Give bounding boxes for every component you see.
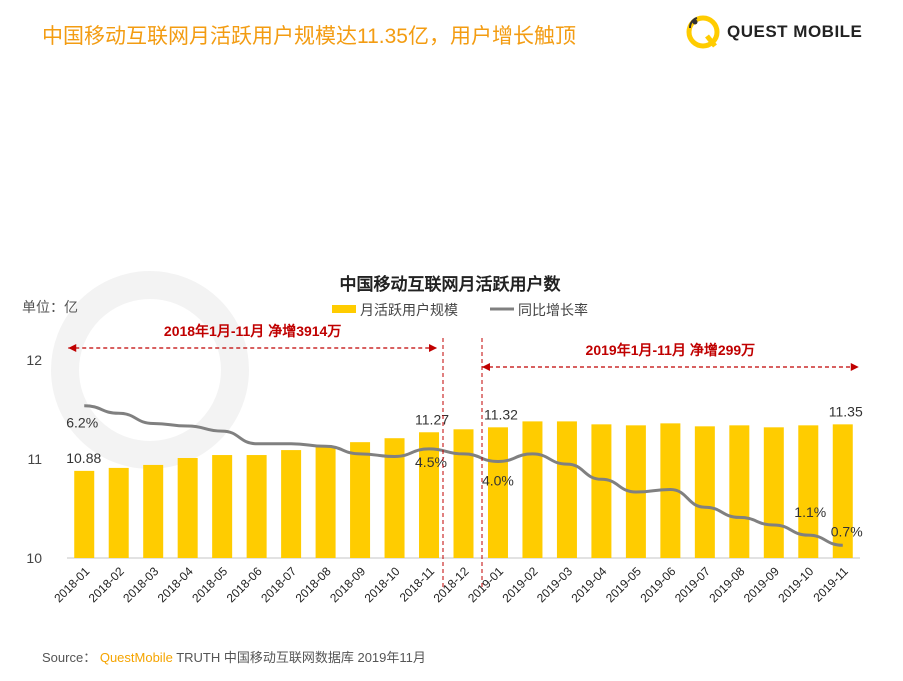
- watermark: [51, 271, 249, 469]
- bar-2019-10: [798, 425, 819, 558]
- x-tick-label: 2018-07: [258, 564, 299, 605]
- x-tick-label: 2019-11: [810, 564, 851, 605]
- y-tick-label: 11: [27, 451, 42, 467]
- source-label: Source：: [42, 650, 97, 665]
- bar-2018-12: [453, 429, 474, 558]
- x-tick-label: 2019-01: [465, 564, 506, 605]
- x-tick-label: 2018-09: [327, 564, 368, 605]
- bar-2019-04: [591, 424, 612, 558]
- x-tick-label: 2019-04: [568, 564, 609, 605]
- bar-2018-10: [384, 438, 405, 558]
- y-tick-label: 12: [26, 352, 42, 368]
- x-tick-label: 2019-02: [500, 564, 541, 605]
- x-tick-label: 2018-03: [120, 564, 161, 605]
- bar-value-label: 11.32: [484, 406, 518, 422]
- x-tick-label: 2019-09: [741, 564, 782, 605]
- x-tick-label: 2018-01: [51, 564, 92, 605]
- bar-2019-07: [694, 426, 715, 558]
- bar-2019-02: [522, 421, 543, 558]
- x-tick-label: 2018-10: [362, 564, 403, 605]
- bar-2018-02: [108, 467, 129, 558]
- bar-2019-11: [832, 424, 853, 558]
- x-tick-label: 2019-07: [672, 564, 713, 605]
- y-tick-label: 10: [26, 550, 42, 566]
- growth-value-label: 1.1%: [794, 504, 826, 520]
- x-tick-label: 2018-02: [86, 564, 127, 605]
- x-tick-label: 2019-08: [706, 564, 747, 605]
- bar-2019-03: [556, 421, 577, 558]
- slide-title: 中国移动互联网月活跃用户规模达11.35亿，用户增长触顶: [42, 25, 576, 48]
- bar-2018-07: [281, 450, 302, 558]
- x-tick-label: 2018-06: [224, 564, 265, 605]
- source-brand: QuestMobile: [99, 650, 173, 665]
- source-note: Source： QuestMobile TRUTH 中国移动互联网数据库 201…: [42, 647, 426, 666]
- logo-icon: [686, 15, 720, 49]
- bar-value-label: 11.27: [415, 411, 449, 427]
- x-tick-label: 2018-04: [155, 564, 196, 605]
- growth-value-label: 0.7%: [831, 523, 863, 539]
- x-tick-label: 2018-11: [397, 564, 438, 605]
- growth-value-label: 4.0%: [482, 473, 514, 489]
- bar-value-label: 10.88: [66, 450, 101, 466]
- x-tick-label: 2018-05: [189, 564, 230, 605]
- bar-2018-01: [74, 470, 95, 558]
- legend-bar-label: 月活跃用户规模: [360, 302, 458, 318]
- bar-2018-03: [143, 464, 164, 558]
- bar-value-label: 11.35: [829, 403, 863, 419]
- x-tick-label: 2018-08: [293, 564, 334, 605]
- source-text: TRUTH 中国移动互联网数据库 2019年11月: [176, 650, 426, 665]
- bar-2018-11: [419, 432, 440, 558]
- annotation-label: 2019年1月-11月 净增299万: [586, 342, 756, 358]
- growth-value-label: 6.2%: [66, 415, 98, 431]
- watermark-logo-icon: [51, 271, 249, 469]
- chart-title: 中国移动互联网月活跃用户数: [340, 274, 562, 294]
- x-tick-label: 2019-03: [534, 564, 575, 605]
- growth-value-label: 4.5%: [415, 454, 447, 470]
- unit-label: 单位：亿: [22, 299, 78, 315]
- bar-2019-08: [729, 425, 750, 558]
- bar-2019-09: [763, 427, 784, 558]
- bar-2018-09: [350, 442, 371, 558]
- x-tick-label: 2019-06: [637, 564, 678, 605]
- legend-bar-swatch: [332, 305, 356, 313]
- legend: 月活跃用户规模 同比增长率: [332, 302, 588, 318]
- quest-mobile-logo: QUEST MOBILE: [685, 14, 862, 50]
- x-tick-label: 2018-12: [431, 564, 472, 605]
- bar-2018-05: [212, 455, 233, 558]
- x-tick-label: 2019-10: [775, 564, 816, 605]
- bar-2019-01: [487, 427, 508, 558]
- x-tick-label: 2019-05: [603, 564, 644, 605]
- bar-2018-08: [315, 446, 336, 558]
- annotation-label: 2018年1月-11月 净增3914万: [164, 323, 341, 339]
- growth-rate-line: [84, 404, 843, 547]
- chart: 中国移动互联网月活跃用户数 单位：亿 月活跃用户规模 同比增长率 10 11 12 2…: [22, 271, 863, 605]
- bar-2018-04: [177, 458, 198, 558]
- legend-line-label: 同比增长率: [518, 302, 588, 318]
- bar-2018-06: [246, 455, 267, 558]
